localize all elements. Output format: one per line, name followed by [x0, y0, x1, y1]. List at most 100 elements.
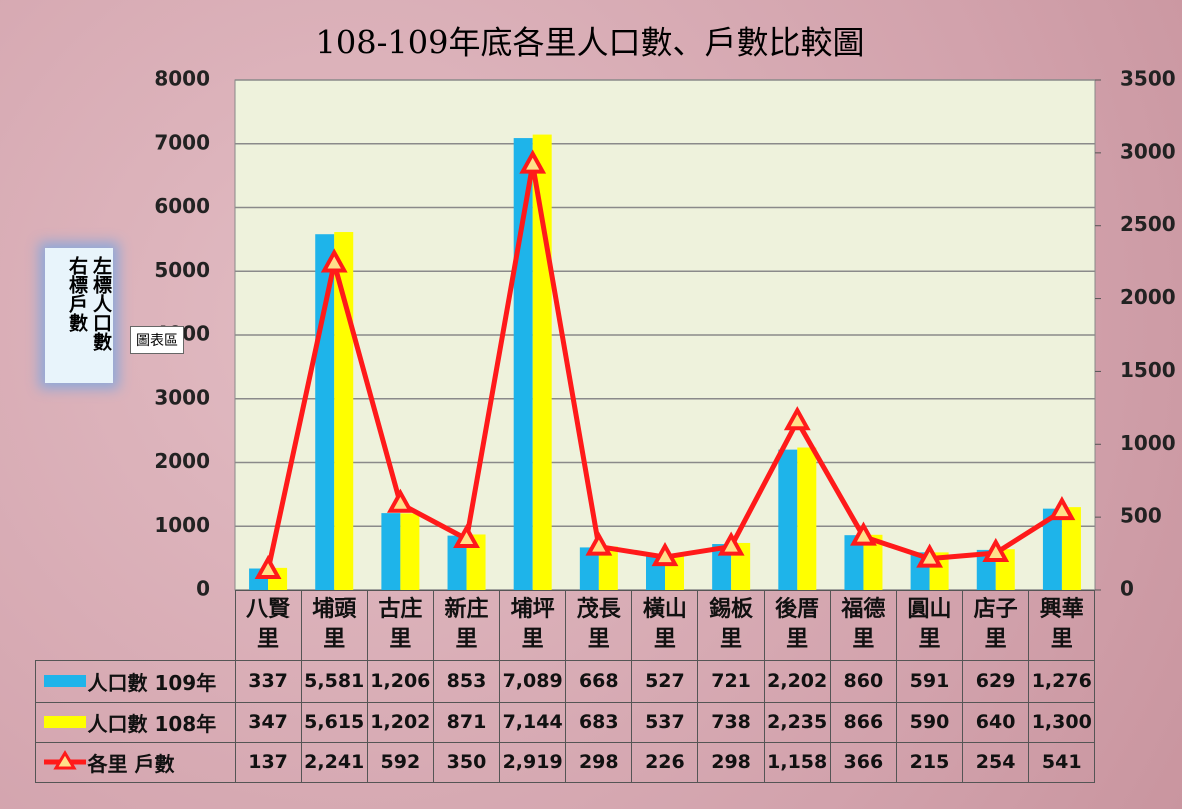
- table-value-text: 629: [975, 670, 1016, 692]
- table-value: 629: [962, 659, 1030, 703]
- marker: [585, 531, 613, 556]
- table-value: 137: [234, 741, 302, 783]
- y-tick-label: 7000: [154, 130, 210, 154]
- marker: [717, 531, 745, 556]
- table-value: 1,202: [366, 701, 434, 743]
- table-value: 226: [631, 741, 699, 783]
- y2-tick-label: 2500: [1120, 212, 1176, 236]
- y-tick-label: 5000: [154, 258, 210, 282]
- table-value: 5,615: [300, 701, 368, 743]
- table-value-text: 738: [711, 711, 751, 733]
- x-tick-label: 八賢里: [234, 589, 302, 661]
- marker: [783, 406, 811, 431]
- x-tick-label: 埔坪里: [499, 589, 567, 661]
- x-tick-label-text: 橫山里: [642, 597, 687, 652]
- marker: [320, 248, 348, 273]
- table-value: 366: [829, 741, 897, 783]
- legend-marker: [52, 750, 77, 770]
- y2-tick-label: 1000: [1120, 431, 1176, 455]
- marker: [453, 523, 480, 548]
- table-value: 298: [697, 741, 765, 783]
- marker: [916, 543, 944, 568]
- legend-key: [43, 750, 86, 770]
- y-tick-label: 8000: [154, 67, 210, 91]
- y2-tick-label: 3500: [1120, 67, 1176, 91]
- y-tick-label: 2000: [154, 449, 210, 473]
- x-tick-label-text: 茂長里: [576, 597, 621, 652]
- bar: [797, 447, 817, 590]
- x-tick-label-text: 古庄里: [378, 597, 423, 652]
- bar: [447, 535, 467, 590]
- table-value: 350: [432, 741, 501, 783]
- x-tick-label: 古庄里: [366, 589, 434, 661]
- legend-entry: 人口數 109年: [34, 659, 236, 703]
- table-value-text: 1,206: [370, 670, 431, 692]
- marker: [850, 521, 877, 546]
- y-tick-label: 1000: [154, 513, 210, 537]
- table-value-text: 721: [711, 670, 751, 692]
- table-value-text: 1,276: [1031, 670, 1092, 692]
- table-value: 853: [432, 659, 501, 703]
- table-value: 1,276: [1028, 659, 1096, 703]
- table-value: 527: [631, 659, 699, 703]
- x-tick-label: 後厝里: [763, 589, 831, 661]
- x-tick-label: 埔頭里: [300, 589, 368, 661]
- chart-title: 108-109年底各里人口數、戶數比較圖: [316, 24, 865, 62]
- bar: [579, 547, 599, 590]
- legend-swatch: [43, 675, 86, 687]
- bar: [778, 449, 798, 590]
- y2-tick-label: 2000: [1120, 285, 1176, 309]
- table-value: 860: [829, 659, 897, 703]
- table-value-text: 7,144: [502, 711, 563, 733]
- y2-tick-label: 0: [1120, 577, 1134, 601]
- table-value-text: 668: [578, 670, 619, 692]
- table-value-text: 866: [843, 711, 884, 733]
- table-value: 2,241: [300, 741, 368, 783]
- x-tick-label: 興華里: [1028, 589, 1096, 661]
- x-tick-label-text: 圓山里: [907, 597, 952, 652]
- legend-swatch: [43, 716, 86, 728]
- table-value: 541: [1028, 741, 1096, 783]
- y2-tick-label: 3000: [1120, 139, 1176, 163]
- table-value-text: 254: [975, 751, 1016, 773]
- bar: [466, 534, 486, 590]
- table-value-text: 5,615: [304, 711, 365, 733]
- table-value-text: 853: [446, 670, 487, 692]
- table-value-text: 226: [645, 751, 685, 773]
- bar: [1042, 508, 1062, 590]
- bar: [400, 513, 420, 590]
- table-value-text: 860: [843, 670, 884, 692]
- legend-label: 各里 戶數: [87, 751, 175, 776]
- x-tick-label: 新庄里: [432, 589, 501, 661]
- table-value: 1,158: [763, 741, 831, 783]
- bar: [1061, 507, 1081, 590]
- table-value: 347: [234, 701, 302, 743]
- table-value-text: 537: [645, 711, 685, 733]
- table-value: 591: [895, 659, 964, 703]
- note-right: 右標戶數: [66, 256, 88, 332]
- table-value: 5,581: [300, 659, 368, 703]
- table-value: 721: [697, 659, 765, 703]
- table-value-text: 871: [446, 711, 487, 733]
- table-value-text: 590: [909, 711, 950, 733]
- table-value: 537: [631, 701, 699, 743]
- marker: [651, 541, 679, 567]
- x-tick-label: 錫板里: [697, 589, 765, 661]
- table-value-text: 350: [446, 751, 487, 773]
- table-value: 590: [895, 701, 964, 743]
- table-value: 1,206: [366, 659, 434, 703]
- table-value-text: 591: [909, 670, 950, 692]
- table-value-text: 5,581: [304, 670, 365, 692]
- table-value-text: 527: [645, 670, 685, 692]
- x-tick-label: 橫山里: [631, 589, 699, 661]
- table-value: 254: [962, 741, 1030, 783]
- x-tick-label-text: 後厝里: [775, 597, 820, 652]
- y2-tick-label: 1500: [1120, 358, 1176, 382]
- x-tick-label-text: 錫板里: [709, 597, 754, 652]
- table-value: 640: [962, 701, 1030, 743]
- table-value: 866: [829, 701, 897, 743]
- table-value-text: 366: [843, 751, 884, 773]
- bar: [863, 534, 883, 590]
- table-value: 7,089: [499, 659, 567, 703]
- table-value-text: 137: [248, 751, 288, 773]
